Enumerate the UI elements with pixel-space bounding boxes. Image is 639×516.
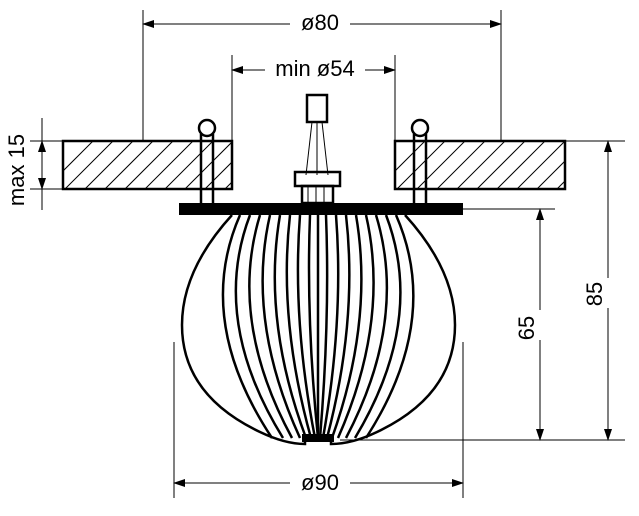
dim-cutout-label: min ø54 bbox=[275, 56, 354, 81]
dim-total-height: 85 bbox=[565, 141, 625, 440]
globe-shade bbox=[182, 215, 455, 444]
ceiling-slab-left bbox=[45, 141, 273, 189]
dim-cutout-diameter: min ø54 bbox=[232, 54, 395, 142]
trim-flange bbox=[179, 203, 463, 215]
ceiling-slab-right bbox=[377, 141, 605, 189]
dimension-drawing: ø80 min ø54 max 15 bbox=[0, 0, 639, 516]
dim-thickness-label: max 15 bbox=[4, 134, 29, 206]
socket-base bbox=[295, 172, 340, 203]
dim-globe-height-label: 65 bbox=[514, 316, 539, 340]
spring-clip-right bbox=[412, 120, 428, 203]
spring-clip-left bbox=[199, 120, 215, 203]
dim-ceiling-thickness: max 15 bbox=[4, 118, 63, 210]
wire-connector bbox=[306, 95, 328, 175]
dim-globe-diameter-label: ø90 bbox=[301, 470, 339, 495]
dim-top-diameter-label: ø80 bbox=[301, 10, 339, 35]
dim-total-height-label: 85 bbox=[582, 282, 607, 306]
